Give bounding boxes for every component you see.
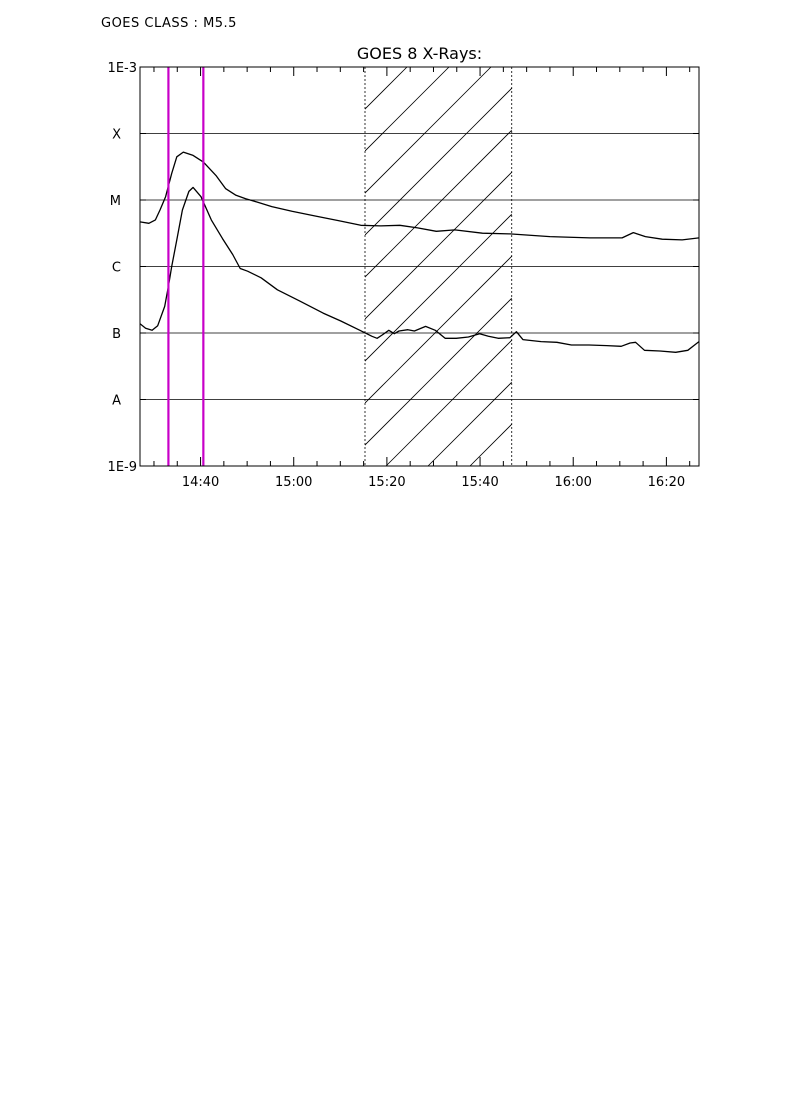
y-tick-label: M [110,194,121,209]
y-tick-label: C [112,261,121,276]
hatch-line [364,129,512,278]
hatch-line [364,87,512,236]
x-tick-labels: 14:40 15:00 15:20 15:40 16:00 16:20 [182,475,685,490]
y-tick-label: A [112,394,121,409]
axis-ticks [140,66,699,467]
x-tick-label: 16:20 [648,475,685,490]
marker-lines [167,67,205,466]
grid-lines [140,133,699,400]
hatch-line [364,297,512,446]
hatch-line [385,339,512,466]
hatch-line [364,255,512,404]
series-line-1 [140,151,699,241]
y-tick-label: X [112,128,121,143]
hatch-line [364,171,512,320]
series-line-2 [140,186,699,353]
x-tick-label: 15:40 [461,475,498,490]
hatch-line [427,381,512,466]
x-tick-label: 16:00 [554,475,591,490]
goes-class-label: GOES CLASS : M5.5 [101,16,237,31]
y-tick-labels: 1E-9 A B C M X 1E-3 [108,61,137,475]
y-tick-label: 1E-9 [108,460,137,475]
hatched-region [364,67,513,466]
x-tick-label: 15:00 [275,475,312,490]
x-tick-label: 14:40 [182,475,219,490]
y-tick-label: B [112,327,121,342]
hatch-line [364,67,450,152]
series-lines [140,151,699,353]
y-tick-label: 1E-3 [108,61,137,76]
hatch-lines [364,67,512,466]
chart-title: GOES 8 X-Rays: [357,44,482,63]
x-tick-label: 15:20 [368,475,405,490]
hatch-line [364,213,512,362]
hatch-line [364,67,492,194]
